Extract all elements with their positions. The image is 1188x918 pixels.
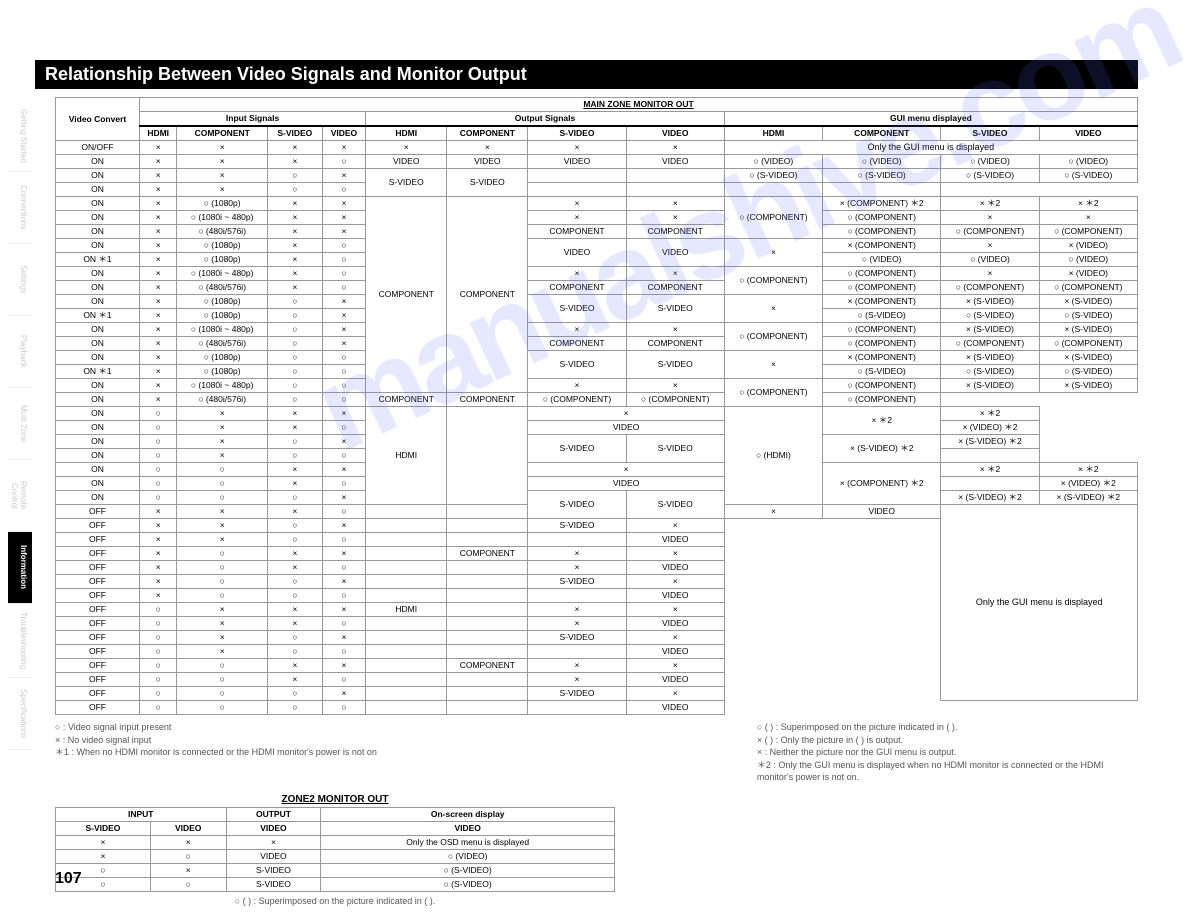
sidebar-item[interactable]: Settings: [8, 244, 32, 316]
zone2-note: ○ ( ) : Superimposed on the picture indi…: [55, 896, 615, 906]
zone2-container: ZONE2 MONITOR OUT INPUTOUTPUTOn-screen d…: [55, 794, 615, 906]
sidebar-item[interactable]: Specifications: [8, 678, 32, 750]
sidebar-item[interactable]: Troubleshooting: [8, 604, 32, 678]
sidebar-item[interactable]: Playback: [8, 316, 32, 388]
legend: ○ : Video signal input present× : No vid…: [55, 721, 1138, 784]
sidebar-item[interactable]: Getting Started: [8, 100, 32, 172]
legend-right: ○ ( ) : Superimposed on the picture indi…: [757, 721, 1104, 784]
page-number: 107: [55, 870, 82, 888]
main-zone-table: Video ConvertMAIN ZONE MONITOR OUTInput …: [55, 97, 1138, 715]
sidebar: Getting StartedConnectionsSettingsPlayba…: [8, 100, 32, 750]
sidebar-item[interactable]: Connections: [8, 172, 32, 244]
sidebar-item[interactable]: Multi Zone: [8, 388, 32, 460]
zone2-table: INPUTOUTPUTOn-screen displayS-VIDEOVIDEO…: [55, 807, 615, 892]
page-title: Relationship Between Video Signals and M…: [35, 60, 1138, 89]
sidebar-item[interactable]: Remote Control: [8, 460, 32, 532]
zone2-title: ZONE2 MONITOR OUT: [55, 794, 615, 805]
legend-left: ○ : Video signal input present× : No vid…: [55, 721, 377, 784]
main-table-container: Video ConvertMAIN ZONE MONITOR OUTInput …: [55, 97, 1138, 715]
sidebar-item[interactable]: Information: [8, 532, 32, 604]
